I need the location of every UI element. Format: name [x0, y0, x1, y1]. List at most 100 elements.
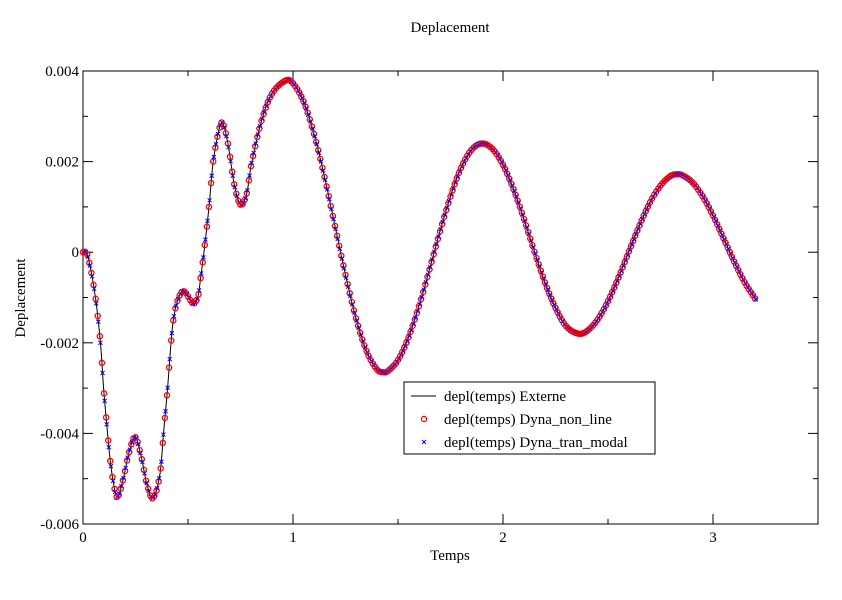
- marker-dyna-tran-modal: [125, 455, 131, 460]
- marker-x-stroke: [730, 255, 735, 261]
- marker-dyna-tran-modal: [156, 475, 162, 481]
- marker-dyna-tran-modal: [329, 206, 334, 212]
- marker-x-stroke: [314, 141, 320, 147]
- marker-dyna-tran-modal: [305, 112, 311, 118]
- marker-x-stroke: [305, 112, 311, 118]
- marker-x-stroke: [352, 310, 357, 316]
- marker-x-stroke: [95, 319, 101, 324]
- marker-x-stroke: [459, 164, 464, 169]
- marker-x-stroke: [341, 265, 347, 271]
- marker-dyna-tran-modal: [110, 478, 116, 484]
- marker-dyna-tran-modal: [335, 236, 341, 242]
- marker-x-stroke: [112, 489, 118, 495]
- marker-dyna-tran-modal: [734, 264, 740, 270]
- marker-dyna-tran-modal: [415, 308, 420, 314]
- marker-dyna-tran-modal: [322, 177, 328, 183]
- marker-x-stroke: [316, 150, 322, 156]
- marker-x-stroke: [333, 226, 338, 232]
- marker-dyna-tran-modal: [91, 286, 97, 292]
- marker-x-stroke: [721, 237, 727, 242]
- chart-title: Deplacement: [410, 20, 490, 36]
- marker-x-stroke: [318, 159, 324, 164]
- marker-x-stroke: [106, 444, 112, 450]
- marker-x-stroke: [501, 163, 506, 169]
- marker-x-stroke: [89, 273, 95, 279]
- marker-dyna-tran-modal: [312, 133, 317, 139]
- marker-x-stroke: [303, 106, 309, 111]
- marker-dyna-tran-modal: [140, 459, 145, 465]
- marker-dyna-tran-modal: [753, 297, 758, 302]
- marker-x-stroke: [362, 344, 368, 350]
- marker-x-stroke: [171, 313, 177, 319]
- marker-dyna-tran-modal: [318, 159, 324, 164]
- marker-x-stroke: [715, 223, 721, 229]
- legend-circle-swatch: [420, 415, 428, 423]
- marker-dyna-non-line: [163, 392, 171, 399]
- marker-dyna-tran-modal: [242, 195, 248, 201]
- marker-x-stroke: [423, 279, 429, 285]
- marker-x-stroke: [431, 249, 437, 255]
- marker-dyna-tran-modal: [232, 184, 238, 190]
- marker-dyna-tran-modal: [431, 249, 437, 255]
- marker-dyna-tran-modal: [400, 348, 406, 354]
- marker-dyna-tran-modal: [442, 212, 448, 218]
- marker-dyna-tran-modal: [427, 264, 433, 270]
- marker-dyna-tran-modal: [207, 197, 212, 203]
- marker-x-stroke: [91, 286, 97, 292]
- marker-x-stroke: [398, 352, 404, 358]
- marker-dyna-non-line: [98, 359, 106, 367]
- marker-x-stroke: [173, 303, 179, 308]
- marker-x-stroke: [734, 264, 740, 270]
- legend-label-dyna-non-line: depl(temps) Dyna_non_line: [444, 412, 612, 428]
- marker-x-stroke: [135, 441, 141, 447]
- marker-x-stroke: [215, 131, 221, 137]
- marker-x-stroke: [255, 132, 261, 137]
- marker-dyna-tran-modal: [606, 297, 611, 303]
- marker-x-stroke: [247, 173, 252, 178]
- marker-x-stroke: [266, 98, 271, 104]
- marker-dyna-tran-modal: [95, 319, 101, 324]
- marker-dyna-tran-modal: [551, 302, 557, 308]
- marker-x-stroke: [434, 241, 439, 247]
- marker-x-stroke: [116, 491, 122, 496]
- marker-x-stroke: [249, 160, 254, 166]
- marker-dyna-tran-modal: [158, 459, 164, 465]
- marker-dyna-tran-modal: [167, 356, 173, 362]
- marker-x-stroke: [549, 297, 555, 303]
- marker-x-stroke: [93, 301, 99, 306]
- marker-dyna-tran-modal: [213, 141, 219, 147]
- marker-dyna-tran-modal: [203, 237, 208, 242]
- marker-dyna-non-line: [201, 241, 209, 249]
- marker-dyna-tran-modal: [200, 255, 206, 260]
- marker-dyna-tran-modal: [198, 270, 204, 276]
- marker-dyna-non-line: [199, 259, 206, 266]
- x-axis-label: Temps: [430, 548, 470, 564]
- marker-dyna-tran-modal: [715, 223, 721, 229]
- marker-x-stroke: [196, 288, 202, 293]
- marker-x-stroke: [419, 294, 425, 300]
- marker-x-stroke: [400, 348, 406, 354]
- marker-x-stroke: [719, 232, 725, 238]
- y-tick-label: -0.006: [40, 517, 79, 533]
- marker-dyna-tran-modal: [419, 294, 425, 300]
- marker-x-stroke: [163, 408, 168, 414]
- marker-x-stroke: [427, 264, 433, 270]
- marker-x-stroke: [310, 126, 315, 132]
- marker-dyna-tran-modal: [215, 131, 221, 137]
- marker-dyna-non-line: [197, 274, 204, 282]
- y-tick-labels: 0.004 0.002 0 -0.002 -0.004 -0.006: [40, 64, 79, 533]
- marker-x-stroke: [723, 241, 729, 247]
- marker-x-stroke: [224, 133, 229, 139]
- marker-x-stroke: [436, 234, 441, 239]
- marker-dyna-tran-modal: [194, 296, 200, 302]
- marker-dyna-tran-modal: [730, 255, 735, 261]
- marker-x-stroke: [520, 212, 525, 218]
- marker-dyna-tran-modal: [119, 483, 124, 489]
- marker-dyna-tran-modal: [85, 254, 91, 260]
- marker-x-stroke: [121, 475, 126, 481]
- marker-dyna-tran-modal: [347, 293, 353, 299]
- marker-dyna-tran-modal: [354, 318, 359, 323]
- marker-x-stroke: [415, 308, 420, 314]
- marker-x-stroke: [413, 315, 418, 320]
